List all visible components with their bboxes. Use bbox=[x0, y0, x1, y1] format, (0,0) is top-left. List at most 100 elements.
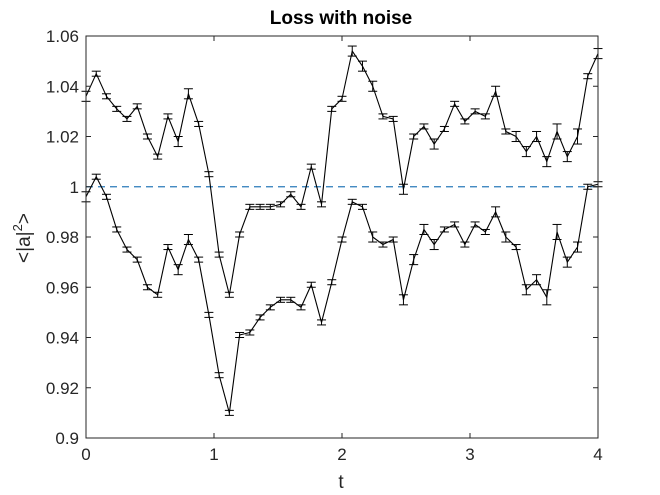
series-layer bbox=[81, 45, 603, 416]
y-tick-label: 0.9 bbox=[55, 429, 79, 448]
error-bar bbox=[470, 221, 480, 228]
error-bar bbox=[409, 133, 419, 140]
error-bar bbox=[552, 223, 562, 241]
error-bar bbox=[419, 223, 429, 235]
error-bar bbox=[511, 244, 521, 251]
y-tick-label: 0.98 bbox=[46, 228, 79, 247]
error-bar bbox=[142, 284, 152, 291]
error-bar bbox=[265, 304, 275, 311]
error-bar bbox=[183, 88, 193, 100]
y-tick-label: 0.92 bbox=[46, 379, 79, 398]
x-tick-label: 0 bbox=[81, 445, 90, 464]
error-bar bbox=[501, 128, 511, 135]
error-bar bbox=[306, 281, 316, 288]
error-bar bbox=[552, 123, 562, 140]
error-bar bbox=[153, 291, 163, 298]
error-bar bbox=[235, 231, 245, 238]
error-bar bbox=[245, 329, 255, 336]
x-tick-label: 4 bbox=[593, 445, 602, 464]
error-bar bbox=[122, 115, 132, 122]
error-bar bbox=[255, 203, 265, 210]
error-bar bbox=[542, 289, 552, 306]
error-bar bbox=[255, 314, 265, 321]
error-bar bbox=[173, 136, 183, 148]
error-bar bbox=[357, 203, 367, 210]
error-bar bbox=[214, 251, 224, 258]
series-1 bbox=[81, 45, 603, 298]
error-bar bbox=[429, 138, 439, 150]
error-bar bbox=[398, 183, 408, 195]
error-bar bbox=[573, 128, 583, 145]
error-bar bbox=[532, 130, 542, 143]
error-bar bbox=[245, 203, 255, 210]
error-bar bbox=[562, 151, 572, 163]
error-bar bbox=[163, 244, 173, 251]
error-bar bbox=[286, 191, 296, 198]
error-bar bbox=[142, 133, 152, 140]
y-tick-label: 1 bbox=[70, 178, 79, 197]
error-bar bbox=[368, 231, 378, 243]
error-bar bbox=[388, 236, 398, 243]
error-bar bbox=[378, 113, 388, 120]
error-bar bbox=[573, 241, 583, 253]
error-bar bbox=[532, 274, 542, 286]
error-bar bbox=[173, 264, 183, 276]
y-axis: 0.9 0.92 0.94 0.96 0.98 1 1.02 1.04 1.06 bbox=[46, 27, 598, 448]
error-bar bbox=[306, 163, 316, 170]
error-bar bbox=[337, 95, 347, 102]
error-bar bbox=[224, 291, 234, 298]
error-bar bbox=[439, 226, 449, 233]
error-bar bbox=[235, 331, 245, 338]
error-bar bbox=[204, 171, 214, 178]
error-bar bbox=[480, 228, 490, 235]
y-tick-label: 1.04 bbox=[46, 77, 79, 96]
y-tick-label: 0.94 bbox=[46, 329, 79, 348]
error-bar bbox=[460, 118, 470, 125]
y-axis-title: <|a|2> bbox=[10, 213, 35, 263]
error-bar bbox=[491, 85, 501, 97]
error-bar bbox=[101, 93, 111, 100]
error-bar bbox=[388, 115, 398, 122]
error-bar bbox=[429, 239, 439, 251]
error-bar bbox=[583, 183, 593, 190]
error-bar bbox=[194, 120, 204, 127]
error-bar bbox=[470, 108, 480, 115]
error-bar bbox=[276, 296, 286, 303]
error-bar bbox=[542, 156, 552, 168]
error-bar bbox=[327, 279, 337, 286]
error-bar bbox=[450, 221, 460, 228]
error-bar bbox=[521, 146, 531, 158]
error-bar bbox=[183, 233, 193, 246]
error-bar bbox=[265, 203, 275, 210]
error-bar bbox=[204, 311, 214, 318]
x-axis-title: t bbox=[338, 472, 344, 493]
error-bar bbox=[491, 206, 501, 218]
error-bar bbox=[501, 231, 511, 243]
error-bar bbox=[378, 241, 388, 248]
error-bar bbox=[296, 203, 306, 210]
error-bar bbox=[337, 236, 347, 243]
error-bar bbox=[286, 296, 296, 303]
error-bar bbox=[163, 113, 173, 120]
error-bar bbox=[132, 256, 142, 263]
error-bar bbox=[439, 125, 449, 132]
x-tick-label: 1 bbox=[209, 445, 218, 464]
series-2 bbox=[81, 173, 603, 416]
error-bar bbox=[398, 294, 408, 306]
x-tick-label: 2 bbox=[337, 445, 346, 464]
chart-title: Loss with noise bbox=[270, 8, 413, 29]
error-bar bbox=[112, 105, 122, 112]
error-bar bbox=[419, 123, 429, 130]
error-bar bbox=[214, 372, 224, 379]
error-bar bbox=[327, 105, 337, 112]
y-axis-title-superscript: 2 bbox=[10, 224, 25, 231]
error-bar bbox=[101, 193, 111, 200]
y-axis-title-main: <|a| bbox=[14, 231, 35, 263]
error-bar bbox=[132, 103, 142, 110]
y-axis-title-suffix: > bbox=[14, 213, 35, 224]
error-bar bbox=[347, 198, 357, 205]
error-bar bbox=[368, 80, 378, 92]
error-bar bbox=[511, 130, 521, 143]
